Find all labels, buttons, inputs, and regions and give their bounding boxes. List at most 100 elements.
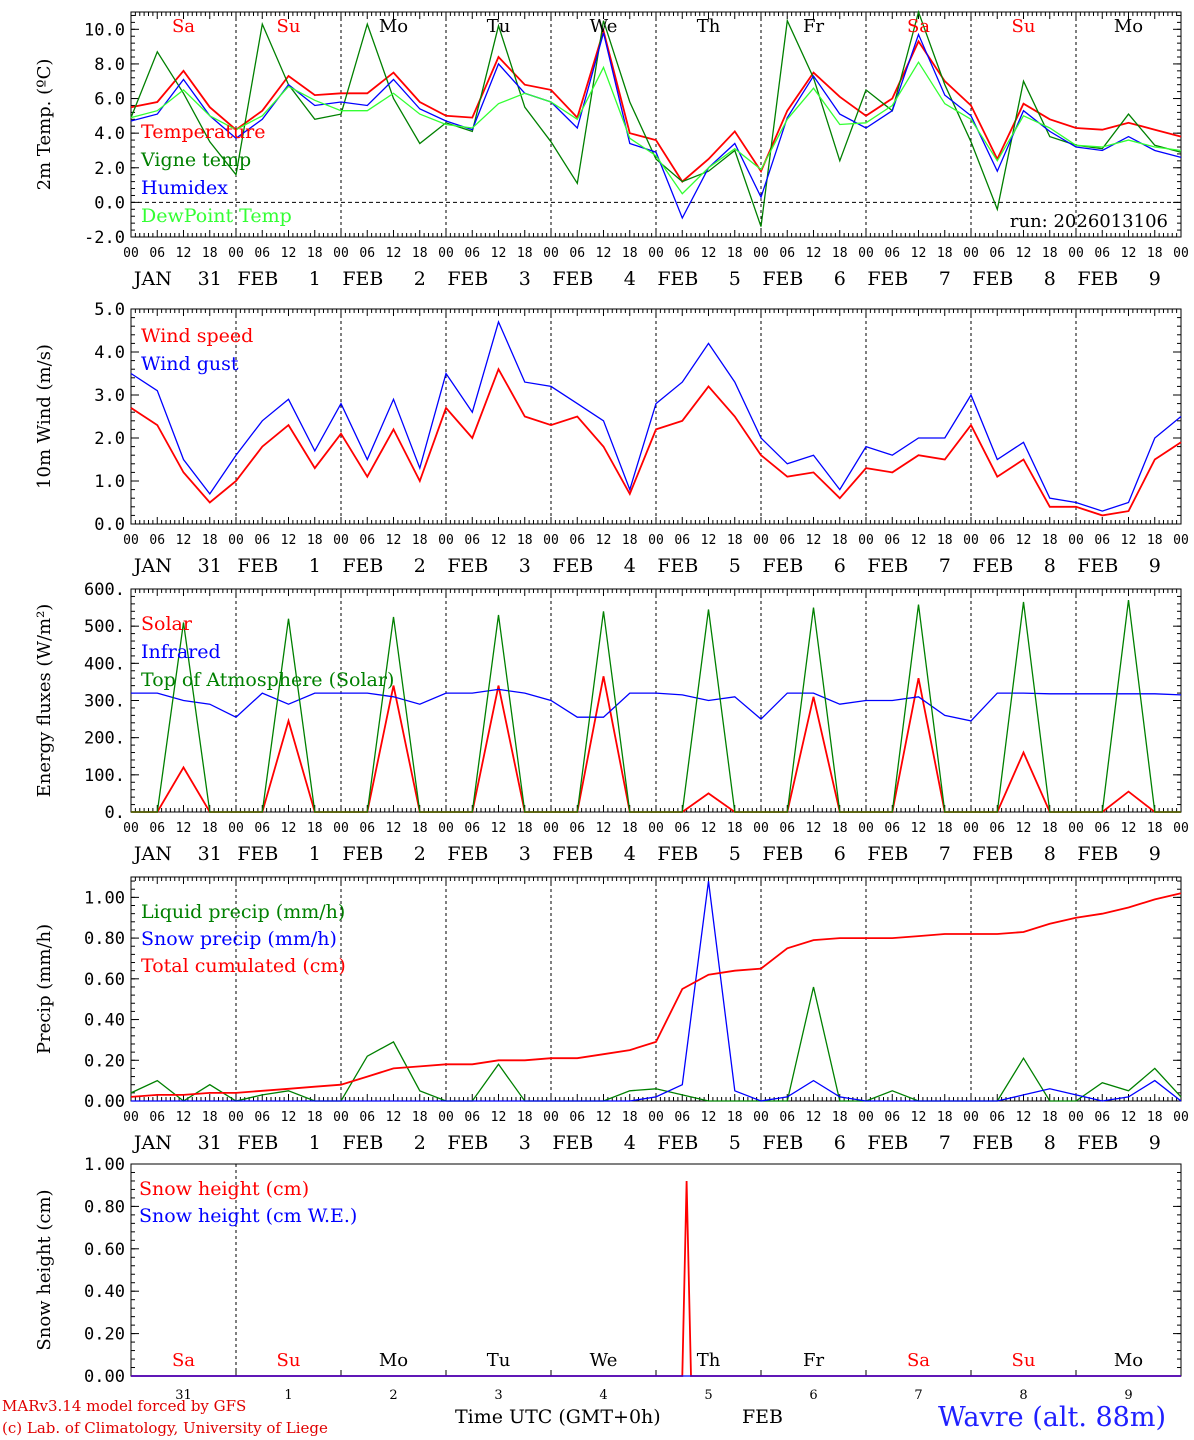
hour-tick-label: 06 [569, 246, 585, 261]
hour-tick-label: 00 [228, 246, 244, 261]
bottom-day-number: 3 [494, 1388, 502, 1403]
hour-tick-label: 18 [412, 246, 428, 261]
date-day-label: 7 [939, 555, 951, 577]
date-day-label: 5 [729, 555, 741, 577]
date-day-label: 7 [939, 268, 951, 290]
hour-tick-label: 06 [149, 533, 165, 548]
weekday-label: Mo [1114, 1350, 1143, 1371]
hour-tick-label: 00 [333, 246, 349, 261]
hour-tick-label: 00 [543, 1110, 559, 1125]
hour-tick-label: 06 [149, 246, 165, 261]
y-tick-label: 0.20 [84, 1325, 125, 1345]
y-tick-label: 400. [84, 654, 125, 674]
series-line-wind-speed [130, 367, 1182, 517]
hour-tick-label: 00 [648, 246, 664, 261]
y-tick-label: 200. [84, 729, 125, 749]
date-month-label: JAN [132, 555, 172, 577]
hour-tick-label: 00 [333, 533, 349, 548]
hour-tick-label: 06 [149, 821, 165, 836]
hour-tick-label: 00 [438, 533, 454, 548]
hour-tick-label: 12 [911, 533, 927, 548]
hour-tick-label: 00 [753, 246, 769, 261]
date-month-label: FEB [762, 1132, 803, 1154]
date-day-label: 3 [519, 268, 531, 290]
date-day-label: 2 [414, 268, 426, 290]
weekday-label: We [590, 1350, 618, 1371]
hour-tick-label: 12 [596, 821, 612, 836]
date-month-label: FEB [342, 268, 383, 290]
hour-tick-label: 00 [648, 533, 664, 548]
hour-tick-label: 06 [989, 246, 1005, 261]
weekday-label: Mo [379, 1350, 408, 1371]
hour-tick-label: 00 [1173, 533, 1189, 548]
hour-tick-label: 12 [386, 821, 402, 836]
legend-entry: Infrared [141, 641, 221, 663]
hour-tick-label: 18 [622, 1110, 638, 1125]
date-day-label: 6 [834, 555, 846, 577]
hour-tick-label: 18 [622, 533, 638, 548]
hour-tick-label: 06 [569, 821, 585, 836]
legend-entry: Snow height (cm) [139, 1178, 309, 1200]
panel-3 [130, 588, 1182, 813]
hour-tick-label: 06 [674, 1110, 690, 1125]
hour-tick-label: 18 [202, 821, 218, 836]
hour-tick-label: 18 [202, 533, 218, 548]
date-month-label: FEB [762, 555, 803, 577]
weekday-label: Th [697, 1350, 721, 1371]
legend-entry: Total cumulated (cm) [141, 955, 346, 977]
hour-tick-label: 18 [832, 821, 848, 836]
weekday-label: Sa [907, 16, 930, 37]
date-day-label: 31 [198, 555, 222, 577]
date-month-label: FEB [972, 843, 1013, 865]
hour-tick-label: 12 [1121, 1110, 1137, 1125]
series-line-humidex [130, 32, 1182, 220]
hour-tick-label: 18 [622, 246, 638, 261]
date-month-label: FEB [552, 555, 593, 577]
y-tick-label: 1.00 [84, 888, 125, 908]
hour-tick-label: 06 [254, 1110, 270, 1125]
hour-tick-label: 18 [727, 821, 743, 836]
panel-1 [130, 9, 1182, 238]
panel-5 [130, 1163, 1182, 1377]
date-month-label: FEB [657, 843, 698, 865]
hour-tick-label: 06 [254, 533, 270, 548]
y-tick-label: 0.80 [84, 1197, 125, 1217]
hour-tick-label: 18 [832, 1110, 848, 1125]
month-label: FEB [742, 1406, 784, 1428]
hour-tick-label: 00 [753, 1110, 769, 1125]
hour-tick-label: 18 [937, 1110, 953, 1125]
weekday-label: Sa [172, 16, 195, 37]
weekday-label: Tu [487, 1350, 511, 1371]
y-axis-label: Precip (mm/h) [34, 924, 55, 1054]
hour-tick-label: 12 [1016, 246, 1032, 261]
date-month-label: FEB [972, 1132, 1013, 1154]
hour-tick-label: 06 [464, 821, 480, 836]
bottom-day-number: 8 [1019, 1388, 1027, 1403]
hour-tick-label: 00 [543, 246, 559, 261]
hour-tick-label: 00 [858, 821, 874, 836]
hour-tick-label: 12 [806, 246, 822, 261]
date-day-label: 31 [198, 843, 222, 865]
date-day-label: 1 [309, 843, 321, 865]
hour-tick-label: 12 [386, 246, 402, 261]
y-tick-label: 0.40 [84, 1011, 125, 1031]
legend-entry: Temperature [141, 121, 265, 143]
y-tick-label: 100. [84, 766, 125, 786]
y-tick-label: 600. [84, 580, 125, 600]
hour-tick-label: 18 [727, 246, 743, 261]
bottom-day-number: 7 [914, 1388, 922, 1403]
hour-tick-label: 06 [359, 246, 375, 261]
hour-tick-label: 06 [569, 533, 585, 548]
date-month-label: FEB [762, 843, 803, 865]
date-day-label: 8 [1044, 843, 1056, 865]
bottom-day-number: 2 [389, 1388, 397, 1403]
hour-tick-label: 06 [464, 246, 480, 261]
date-month-label: FEB [552, 268, 593, 290]
bottom-day-number: 5 [704, 1388, 712, 1403]
hour-tick-label: 06 [674, 821, 690, 836]
bottom-day-number: 1 [284, 1388, 292, 1403]
hour-tick-label: 12 [911, 246, 927, 261]
y-tick-label: 10.0 [84, 20, 125, 40]
hour-tick-label: 06 [569, 1110, 585, 1125]
